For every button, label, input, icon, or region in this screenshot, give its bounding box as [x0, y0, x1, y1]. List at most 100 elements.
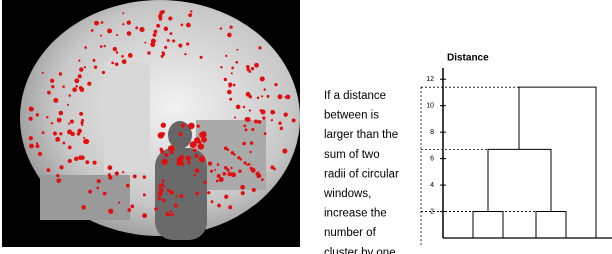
feature-point — [258, 46, 261, 49]
feature-point — [186, 156, 191, 161]
feature-point — [188, 13, 192, 17]
figure: Distance If a distancebetween islarger t… — [0, 0, 612, 254]
feature-point — [246, 117, 251, 122]
feature-point — [254, 120, 258, 124]
feature-point — [154, 30, 158, 34]
feature-point — [194, 154, 198, 158]
feature-point — [78, 74, 82, 78]
feature-point — [36, 144, 40, 148]
feature-point — [241, 191, 245, 195]
feature-point — [251, 67, 254, 70]
feature-point — [100, 35, 102, 37]
feature-point — [224, 78, 227, 81]
feature-point — [231, 72, 233, 74]
feature-point — [42, 72, 44, 74]
feature-point — [51, 122, 53, 124]
feature-point — [127, 20, 131, 24]
feature-point — [140, 27, 145, 32]
feature-point — [261, 178, 264, 181]
annotation-line: number of — [324, 227, 377, 239]
feature-point — [107, 28, 112, 33]
feature-point — [161, 159, 167, 165]
feature-point — [118, 202, 120, 204]
feature-point — [249, 109, 251, 111]
feature-point — [228, 82, 232, 86]
feature-point — [179, 194, 183, 198]
feature-point — [161, 123, 166, 128]
feature-point — [56, 179, 60, 183]
feature-point — [252, 188, 256, 192]
feature-point — [55, 137, 60, 142]
merge-link — [519, 87, 596, 238]
feature-point — [46, 116, 48, 118]
annotation-line: larger than the — [324, 129, 398, 141]
feature-point — [214, 169, 216, 171]
feature-point — [77, 132, 81, 136]
y-tick-label: 12 — [426, 76, 434, 83]
feature-point — [257, 97, 260, 100]
feature-point — [67, 104, 69, 106]
feature-point — [96, 186, 99, 189]
feature-point — [251, 168, 256, 173]
feature-point — [103, 192, 107, 196]
feature-point — [154, 208, 156, 210]
feature-point — [198, 143, 204, 149]
feature-point — [70, 120, 74, 124]
feature-point — [100, 45, 103, 48]
feature-point — [186, 23, 191, 28]
feature-point — [78, 60, 80, 62]
feature-point — [258, 120, 262, 124]
feature-point — [68, 145, 72, 149]
feature-point — [271, 119, 273, 121]
feature-point — [248, 163, 251, 166]
feature-point — [285, 96, 288, 99]
feature-point — [143, 175, 146, 178]
feature-point — [59, 111, 64, 116]
annotation-line: If a distance — [324, 90, 386, 102]
feature-point — [84, 66, 86, 68]
feature-point — [94, 65, 97, 68]
feature-point — [195, 192, 199, 196]
feature-point — [122, 171, 124, 173]
feature-point — [264, 88, 266, 90]
feature-point — [147, 51, 150, 54]
feature-point — [188, 123, 195, 130]
feature-point — [230, 167, 232, 169]
feature-point — [195, 168, 200, 173]
axis-title: Distance — [447, 53, 489, 64]
feature-point — [281, 126, 283, 128]
feature-point — [115, 62, 119, 66]
feature-point — [243, 106, 245, 108]
feature-point — [85, 160, 89, 164]
feature-point — [88, 190, 92, 194]
feature-point — [244, 161, 247, 164]
feature-point — [170, 210, 173, 213]
feature-point — [67, 129, 72, 134]
feature-point — [121, 55, 124, 58]
feature-point — [116, 34, 118, 36]
feature-point — [101, 21, 104, 24]
feature-point — [53, 98, 58, 103]
depth-image — [2, 0, 300, 247]
feature-point — [190, 10, 192, 12]
feature-point — [122, 12, 124, 14]
feature-point — [156, 24, 160, 28]
feature-point — [240, 158, 242, 160]
feature-point — [260, 109, 265, 114]
feature-point — [199, 132, 205, 138]
feature-point — [87, 82, 91, 86]
feature-point — [143, 193, 146, 196]
feature-point — [217, 204, 221, 208]
feature-point — [144, 42, 146, 44]
feature-point — [223, 172, 227, 176]
feature-point — [194, 137, 200, 143]
feature-point — [50, 79, 54, 83]
feature-point — [220, 27, 222, 29]
feature-point — [79, 112, 83, 116]
feature-point — [184, 53, 186, 55]
feature-point — [165, 212, 169, 216]
feature-point — [199, 156, 206, 163]
feature-point — [235, 61, 238, 64]
feature-point — [171, 213, 174, 216]
feature-point — [126, 184, 130, 188]
